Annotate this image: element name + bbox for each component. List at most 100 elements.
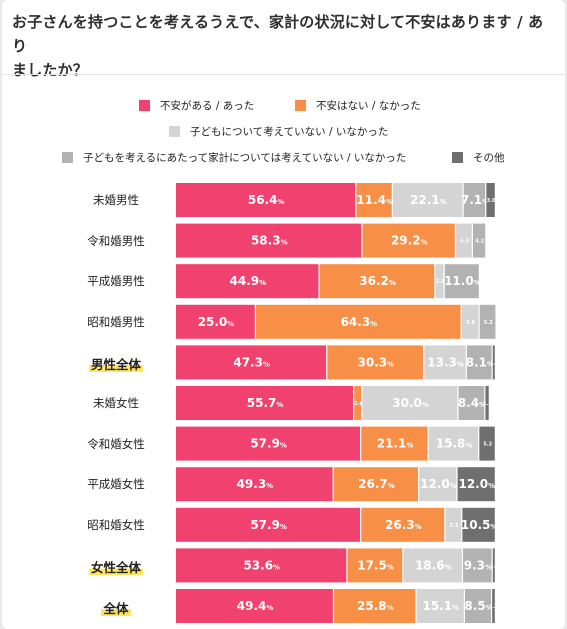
unit-text: % — [263, 360, 270, 368]
bar-value-label: 47.3% — [233, 355, 270, 369]
bar-segment — [403, 548, 462, 583]
unit-text: % — [227, 320, 234, 328]
value-text: 8.5 — [464, 599, 485, 613]
bar-value-label: 12.0% — [420, 477, 457, 491]
bar-segment — [356, 183, 392, 217]
value-text: 8.1 — [466, 355, 487, 369]
bar-segment — [392, 183, 463, 217]
row-label-text: 男性全体 — [88, 357, 143, 373]
bar-value-label: 30.3% — [358, 355, 395, 369]
unit-text: % — [415, 523, 422, 531]
bar-segment — [361, 507, 445, 542]
bar-segment — [424, 345, 466, 380]
bar-segment — [362, 223, 455, 258]
bar-segment — [479, 426, 495, 461]
bar-value-label: 8.4% — [458, 396, 486, 410]
bar-segment — [361, 426, 428, 461]
bar-segment — [466, 345, 492, 380]
unit-text: % — [266, 604, 273, 612]
unit-text: % — [266, 482, 273, 490]
value-text: 49.4 — [237, 599, 267, 613]
row-label: 令和婚女性 — [62, 436, 170, 452]
row-label: 全体 — [62, 598, 170, 617]
value-text: 5.3 — [449, 523, 458, 529]
bar-value-label: 4.2 — [475, 239, 484, 245]
value-text: 11.4 — [356, 193, 386, 207]
value-text: 22.1 — [410, 193, 440, 207]
unit-text: % — [386, 198, 393, 206]
bar-segment — [327, 345, 424, 380]
value-text: 57.9 — [250, 437, 280, 451]
bar-segment — [486, 183, 495, 217]
bar-value-label: 1.0 — [490, 563, 499, 569]
unit-text: % — [389, 279, 396, 287]
unit-text: % — [273, 563, 280, 571]
bar-segment — [176, 426, 361, 461]
value-text: 11.0 — [444, 274, 474, 288]
unit-text: % — [450, 482, 457, 490]
value-text: 12.0 — [458, 477, 488, 491]
row-label: 女性全体 — [62, 557, 170, 576]
bar-segment — [347, 548, 403, 583]
bar-segment — [354, 386, 362, 420]
unit-text: % — [259, 279, 266, 287]
bar-segment — [464, 589, 491, 623]
bar-value-label: 9.3% — [464, 558, 492, 572]
title-line-1: お子さんを持つことを考えるうえで、家計の状況に対して不安はあります / あり — [12, 13, 544, 55]
unit-text: % — [482, 198, 489, 206]
bar-value-label: 30.0% — [392, 396, 429, 410]
value-text: 29.2 — [391, 234, 421, 248]
bar-value-label: 36.2% — [359, 274, 396, 288]
unit-text: % — [488, 482, 495, 490]
unit-text: % — [465, 442, 472, 450]
value-text: 25.8 — [357, 599, 387, 613]
bar-value-label: 1.0 — [490, 360, 499, 366]
value-text: 58.3 — [251, 234, 281, 248]
legend-label: 不安はない / なかった — [316, 100, 421, 112]
bar-value-label: 5.3 — [484, 320, 493, 326]
value-text: 5.3 — [460, 239, 469, 245]
bar-value-label: 15.1% — [422, 599, 459, 613]
unit-text: % — [445, 563, 452, 571]
unit-text: % — [280, 523, 287, 531]
legend-label: 子どもについて考えていない / いなかった — [190, 126, 389, 138]
value-text: 10.5 — [461, 518, 491, 532]
legend-swatch — [139, 100, 150, 111]
title-divider — [2, 74, 565, 75]
bar-value-label: 18.6% — [415, 558, 452, 572]
bar-value-label: 11.0% — [444, 274, 481, 288]
bar-value-label: 22.1% — [410, 193, 447, 207]
legend-item-anxious: 不安がある / あった — [139, 98, 254, 113]
bar-value-label: 17.5% — [357, 558, 394, 572]
row-label-text: 平成婚男性 — [87, 274, 145, 289]
bar-segment — [362, 386, 458, 420]
row-label: 平成婚女性 — [62, 476, 170, 492]
bar-segment — [445, 507, 462, 542]
bar-segment — [256, 304, 461, 339]
legend-swatch — [62, 152, 73, 163]
bar-value-label: 21.1% — [377, 437, 414, 451]
bar-value-label: 58.3% — [251, 234, 288, 248]
row-label-text: 平成婚女性 — [87, 477, 145, 492]
bar-value-label: 8.1% — [466, 355, 494, 369]
unit-text: % — [474, 279, 481, 287]
row-label-text: 女性全体 — [88, 560, 143, 576]
value-text: 57.9 — [250, 518, 280, 532]
bar-segment — [492, 345, 495, 380]
bar-value-label: 26.3% — [385, 518, 422, 532]
value-text: 1.2 — [490, 604, 499, 610]
unit-text: % — [452, 604, 459, 612]
unit-text: % — [280, 442, 287, 450]
unit-text: % — [387, 360, 394, 368]
bar-segment — [319, 264, 435, 299]
row-label: 男性全体 — [62, 354, 170, 373]
bar-segment — [435, 264, 444, 299]
row-label: 昭和婚男性 — [62, 314, 170, 330]
value-text: 36.2 — [359, 274, 389, 288]
row-label: 平成婚男性 — [62, 273, 170, 289]
bar-value-label: 25.0% — [198, 315, 235, 329]
bar-segment — [176, 467, 333, 502]
bar-value-label: 12.0% — [458, 477, 495, 491]
row-label-text: 令和婚男性 — [87, 233, 145, 248]
bar-segment — [419, 467, 457, 502]
